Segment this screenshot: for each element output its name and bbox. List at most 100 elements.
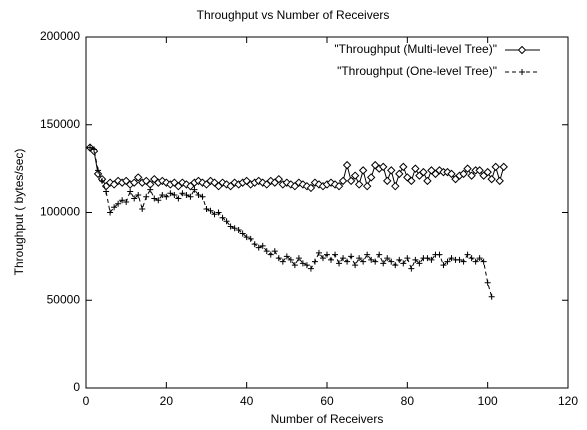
plus-marker [460, 258, 467, 265]
plus-marker [139, 205, 146, 212]
plus-marker [311, 258, 318, 265]
plus-marker [484, 279, 491, 286]
plus-marker [319, 255, 326, 262]
plus-marker [388, 258, 395, 265]
plus-marker [340, 255, 347, 262]
diamond-marker [395, 169, 404, 179]
legend-label: "Throughput (One-level Tree)" [337, 64, 497, 78]
y-axis-label: Throughput ( bytes/sec) [12, 149, 26, 276]
plus-marker [235, 227, 242, 234]
plus-marker [279, 258, 286, 265]
plus-marker [175, 195, 182, 202]
plus-marker [127, 188, 134, 195]
plus-marker [488, 293, 495, 300]
plus-marker [400, 260, 407, 267]
diamond-marker [447, 169, 456, 179]
diamond-marker [399, 162, 408, 172]
plus-marker [336, 260, 343, 267]
plus-marker [103, 188, 110, 195]
diamond-marker [467, 171, 476, 180]
plus-marker [91, 146, 98, 153]
y-tick-label: 0 [73, 380, 80, 394]
plus-marker [299, 260, 306, 267]
plus-marker [360, 258, 367, 265]
plus-marker [195, 191, 202, 198]
diamond-marker [366, 173, 376, 182]
plus-marker [223, 218, 230, 225]
diamond-marker [346, 176, 356, 186]
plus-marker [376, 251, 383, 258]
plus-marker [155, 197, 162, 204]
diamond-marker [491, 162, 500, 172]
plus-marker [332, 251, 339, 258]
diamond-marker [274, 174, 284, 184]
x-tick-label: 20 [160, 394, 174, 408]
plus-marker [416, 260, 423, 267]
diamond-marker [379, 162, 388, 172]
plus-marker [179, 190, 186, 197]
plus-marker [107, 209, 114, 216]
plus-marker [263, 248, 270, 255]
plus-marker [472, 258, 479, 265]
diamond-marker [463, 164, 472, 173]
plus-marker [275, 255, 282, 262]
y-tick-label: 150000 [40, 117, 80, 131]
diamond-marker [129, 178, 139, 187]
y-tick-label: 100000 [40, 205, 80, 219]
plus-marker [315, 249, 322, 256]
plus-marker [251, 241, 258, 248]
plus-marker [287, 256, 294, 263]
plus-marker [227, 223, 234, 230]
plus-marker [147, 186, 154, 193]
plus-marker [283, 253, 290, 260]
plus-marker [87, 144, 94, 151]
diamond-marker [419, 167, 428, 177]
y-tick-label: 200000 [40, 29, 80, 43]
legend-label: "Throughput (Multi-level Tree)" [334, 42, 497, 56]
plus-marker [444, 258, 451, 265]
plus-marker [404, 255, 411, 262]
plus-marker [291, 262, 298, 269]
plus-marker [199, 193, 206, 200]
x-axis-label: Number of Receivers [271, 412, 384, 426]
x-tick-label: 120 [558, 394, 578, 408]
plus-marker [408, 265, 415, 272]
plus-marker [143, 193, 150, 200]
plus-marker [171, 191, 178, 198]
plus-marker [348, 253, 355, 260]
plus-marker [468, 255, 475, 262]
plus-marker [247, 235, 254, 242]
plus-marker [267, 251, 274, 258]
diamond-marker [423, 176, 432, 186]
diamond-marker [334, 181, 344, 191]
plus-marker [464, 251, 471, 258]
plus-marker [380, 260, 387, 267]
plus-marker [448, 255, 455, 262]
x-tick-label: 80 [401, 394, 415, 408]
plus-marker [328, 256, 335, 263]
plus-marker [243, 234, 250, 241]
plus-marker [151, 195, 158, 202]
plot-frame [85, 36, 569, 389]
diamond-marker [350, 171, 360, 180]
diamond-marker [475, 166, 484, 175]
diamond-marker [134, 173, 143, 182]
plus-marker [372, 258, 379, 265]
plus-marker [412, 256, 419, 263]
plus-marker [163, 193, 170, 200]
plus-marker [167, 190, 174, 197]
plus-marker [352, 262, 359, 269]
diamond-marker [354, 180, 364, 189]
plus-marker [456, 256, 463, 263]
plus-marker [271, 248, 278, 255]
plus-marker [119, 197, 126, 204]
diamond-marker [483, 167, 492, 177]
diamond-marker [358, 166, 368, 175]
x-tick-label: 100 [478, 394, 498, 408]
diamond-marker [411, 164, 420, 173]
legend-marker [519, 69, 525, 75]
plus-marker [364, 251, 371, 258]
diamond-marker [495, 176, 504, 186]
plus-marker [303, 262, 310, 269]
diamond-marker [383, 176, 392, 186]
